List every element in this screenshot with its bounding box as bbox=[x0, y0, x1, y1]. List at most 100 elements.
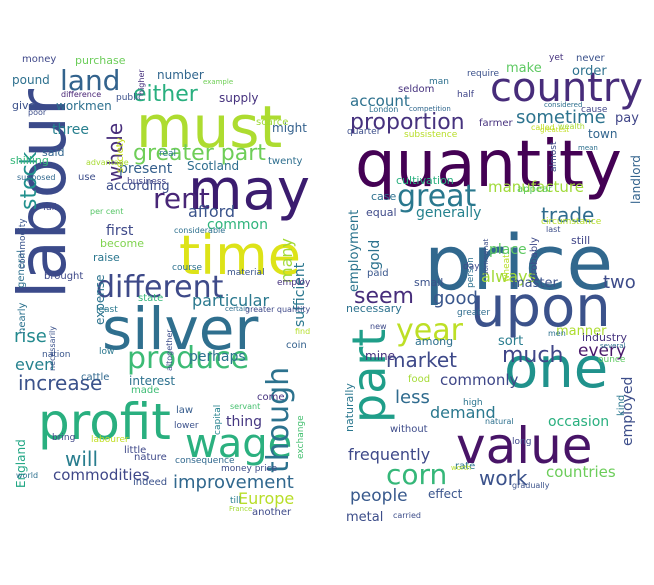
left-word-servant: servant bbox=[230, 402, 261, 411]
right-word-equal: equal bbox=[366, 206, 397, 219]
right-word-probably: probably bbox=[529, 237, 540, 281]
left-word-certain: certain bbox=[225, 305, 250, 313]
right-word-account: account bbox=[350, 92, 410, 110]
left-word-use: use bbox=[78, 172, 96, 183]
left-word-per-cent: per cent bbox=[90, 207, 124, 216]
right-word-frequently: frequently bbox=[348, 445, 431, 464]
right-word-manufacture: manufacture bbox=[488, 178, 584, 196]
right-word-day: day bbox=[463, 262, 480, 272]
left-word-till: till bbox=[230, 496, 242, 506]
right-word-high: high bbox=[463, 398, 483, 408]
left-word-poor: poor bbox=[28, 108, 47, 117]
left-word-greater-part: greater part bbox=[133, 141, 266, 166]
right-word-circumstance: circumstance bbox=[541, 217, 602, 227]
left-word-improvement: improvement bbox=[173, 472, 294, 493]
right-word-commonly: commonly bbox=[440, 371, 519, 389]
right-word-ounce: ounce bbox=[598, 355, 626, 365]
left-word-said: said bbox=[42, 146, 65, 159]
right-word-farmer: farmer bbox=[479, 118, 513, 129]
left-word-sufficient: sufficient bbox=[292, 262, 308, 327]
right-word-somewhat: somewhat bbox=[482, 238, 490, 275]
left-word-another: another bbox=[252, 507, 292, 518]
left-word-bring: bring bbox=[52, 433, 76, 443]
right-word-every: every bbox=[578, 341, 627, 361]
left-word-england: England bbox=[14, 439, 28, 488]
right-word-country: country bbox=[490, 65, 643, 111]
left-word-consequence: consequence bbox=[175, 456, 235, 466]
right-word-men: men bbox=[548, 329, 566, 338]
right-word-always: always bbox=[481, 267, 536, 286]
right-word-corn: corn bbox=[386, 458, 448, 491]
left-word-scarce: scarce bbox=[256, 117, 289, 128]
left-word-least: least bbox=[96, 305, 118, 315]
left-word-material: material bbox=[227, 268, 265, 278]
left-word-state: state bbox=[138, 293, 164, 304]
right-word-london: London bbox=[369, 105, 399, 114]
left-word-coin: coin bbox=[286, 340, 307, 351]
left-word-indeed: indeed bbox=[133, 477, 168, 488]
right-word-quarter: quarter bbox=[347, 127, 381, 137]
right-word-almost: almost bbox=[549, 141, 559, 172]
left-word-little: little bbox=[124, 445, 147, 456]
left-word-made: made bbox=[131, 385, 160, 396]
left-word-silver: silver bbox=[102, 295, 259, 363]
left-word-according: according bbox=[106, 179, 170, 194]
right-word-gradually: gradually bbox=[512, 481, 550, 490]
left-word-first: first bbox=[106, 223, 134, 239]
right-word-never: never bbox=[576, 53, 605, 64]
left-word-supply: supply bbox=[219, 91, 259, 105]
right-word-rate: rate bbox=[455, 461, 476, 472]
left-word-altogether: altogether bbox=[165, 329, 174, 371]
left-word-money: money bbox=[22, 54, 57, 65]
right-word-master: master bbox=[512, 276, 558, 291]
left-word-real: real bbox=[159, 149, 177, 159]
right-word-order: order bbox=[572, 64, 607, 79]
left-word-produce: produce bbox=[127, 341, 250, 376]
right-word-carried: carried bbox=[393, 511, 421, 520]
left-word-scotland: Scotland bbox=[187, 159, 240, 173]
right-word-countries: countries bbox=[546, 463, 616, 481]
right-word-called: called bbox=[531, 123, 555, 132]
left-word-necessarily: necessarily bbox=[48, 325, 57, 371]
left-word-shilling: shilling bbox=[10, 154, 49, 167]
left-word-increase: increase bbox=[18, 371, 103, 395]
left-word-supposed: supposed bbox=[17, 173, 56, 182]
left-word-public: public bbox=[116, 93, 144, 103]
right-word-less: less bbox=[395, 387, 430, 408]
right-word-mine: mine bbox=[365, 349, 396, 363]
right-word-trade: trade bbox=[541, 203, 595, 227]
right-word-mean: mean bbox=[578, 144, 598, 152]
right-word-wheat: wheat bbox=[502, 254, 512, 282]
left-word-europe: Europe bbox=[238, 489, 295, 508]
right-word-worth: worth bbox=[451, 464, 472, 472]
right-word-make: make bbox=[506, 61, 542, 76]
right-word-price: price bbox=[424, 218, 614, 307]
right-word-subsistence: subsistence bbox=[404, 130, 458, 140]
right-word-great: great bbox=[397, 179, 477, 214]
left-word-course: course bbox=[172, 263, 203, 273]
right-word-food: food bbox=[408, 374, 431, 385]
left-word-nearly: nearly bbox=[17, 302, 28, 334]
left-word-brought: brought bbox=[44, 271, 84, 282]
left-word-law: law bbox=[176, 405, 194, 416]
left-word-become: become bbox=[100, 237, 145, 250]
left-word-low: low bbox=[99, 347, 115, 357]
right-word-still: still bbox=[571, 234, 591, 247]
right-word-industry: industry bbox=[582, 331, 628, 344]
left-word-number: number bbox=[157, 68, 204, 82]
right-word-man: man bbox=[429, 77, 449, 87]
right-word-small: small bbox=[414, 276, 444, 289]
left-word-pound: pound bbox=[12, 73, 50, 87]
right-word-natural: natural bbox=[485, 417, 514, 426]
left-word-time: time bbox=[179, 224, 302, 287]
left-word-nation: nation bbox=[42, 350, 71, 360]
left-word-money-price: money price bbox=[221, 464, 278, 474]
right-word-people: people bbox=[350, 486, 408, 506]
right-word-generally: generally bbox=[416, 205, 482, 221]
left-word-difference: difference bbox=[61, 90, 102, 99]
right-word-occasion: occasion bbox=[548, 414, 610, 430]
left-word-cattle: cattle bbox=[81, 372, 110, 383]
right-word-greater: greater bbox=[457, 308, 491, 318]
left-word-labourer: labourer bbox=[91, 435, 129, 445]
right-word-one: one bbox=[504, 336, 609, 401]
